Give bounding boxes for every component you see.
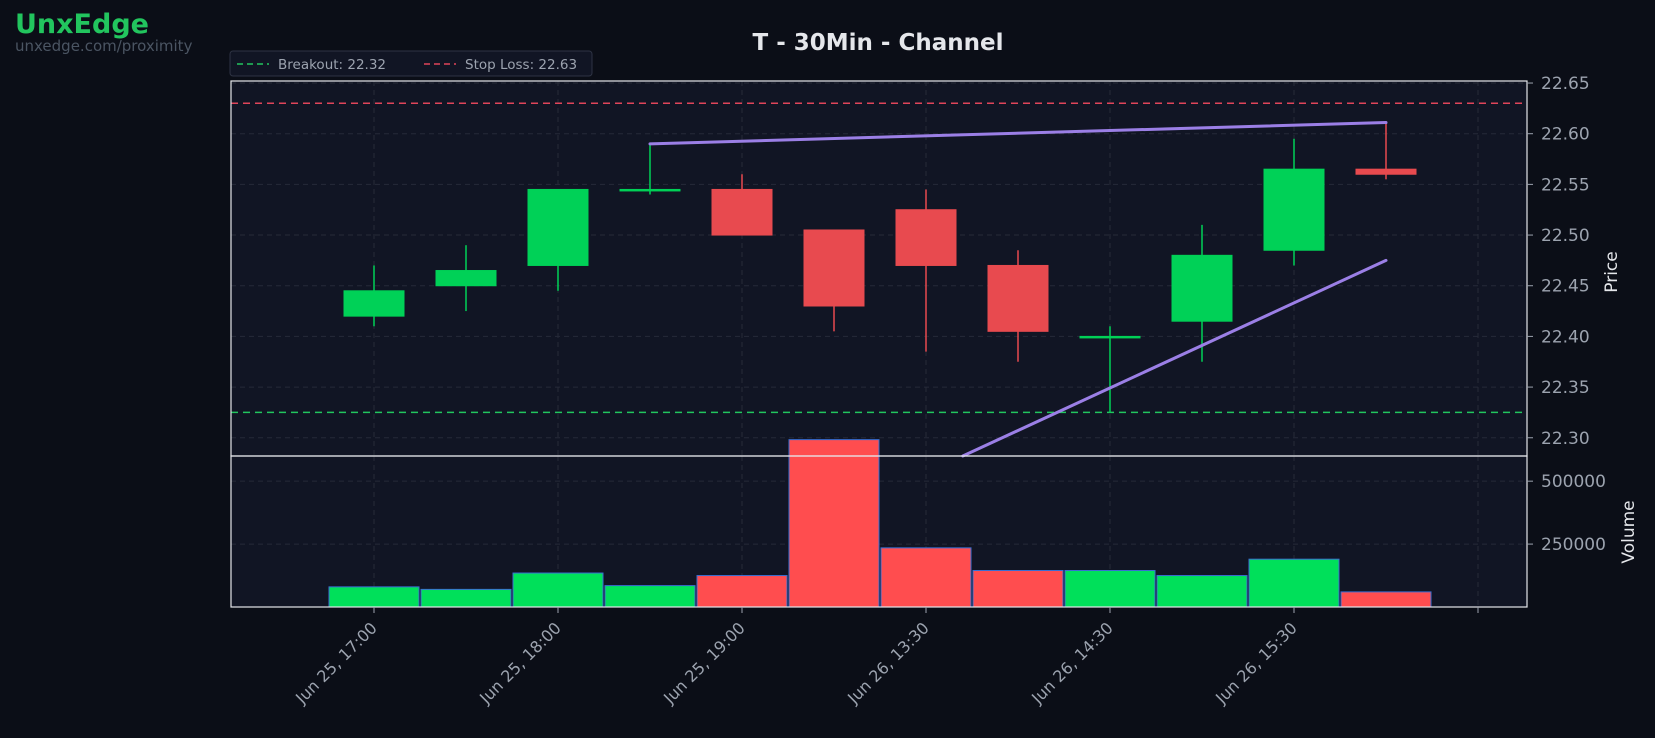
x-tick-label: Jun 25, 19:00 bbox=[659, 618, 749, 708]
time-axis: Jun 25, 17:00 Jun 25, 18:00 Jun 25, 19:00 J… bbox=[291, 607, 1479, 708]
volume-panel-frame bbox=[230, 455, 1528, 608]
volume-bar bbox=[512, 572, 604, 608]
volume-bar bbox=[880, 547, 972, 608]
y-tick-label: 22.60 bbox=[1541, 125, 1590, 145]
x-tick-label: Jun 26, 14:30 bbox=[1027, 618, 1117, 708]
price-axis-label: Price bbox=[1602, 251, 1622, 292]
candle-body bbox=[895, 209, 957, 266]
candle-body bbox=[1079, 335, 1141, 339]
y-tick-label: 22.45 bbox=[1541, 277, 1590, 297]
legend-breakout-label: Breakout: 22.32 bbox=[278, 57, 386, 73]
brand: UnxEdge bbox=[15, 10, 149, 40]
volume-tick-label: 250000 bbox=[1541, 535, 1606, 555]
candle-body bbox=[619, 188, 681, 192]
x-tick-label: Jun 26, 15:30 bbox=[1211, 618, 1301, 708]
volume-bar bbox=[788, 439, 880, 608]
price-panel bbox=[231, 81, 1527, 456]
y-tick-label: 22.65 bbox=[1541, 74, 1590, 94]
candles bbox=[343, 123, 1417, 413]
volume-bar bbox=[1248, 558, 1340, 608]
candle-body bbox=[803, 229, 865, 307]
y-tick-label: 22.35 bbox=[1541, 378, 1590, 398]
candle-body bbox=[987, 264, 1049, 332]
candle-body bbox=[435, 270, 497, 287]
legend: Breakout: 22.32 Stop Loss: 22.63 bbox=[229, 50, 593, 77]
trendline-lower bbox=[961, 258, 1388, 458]
y-tick-label: 22.40 bbox=[1541, 327, 1590, 347]
x-tick-label: Jun 25, 17:00 bbox=[291, 618, 381, 708]
volume-axis-label: Volume bbox=[1619, 500, 1639, 563]
volume-bar bbox=[604, 585, 696, 608]
volume-bar bbox=[972, 570, 1064, 608]
volume-bar bbox=[1340, 591, 1432, 608]
candle-body bbox=[527, 188, 589, 266]
candle-body bbox=[1263, 168, 1325, 251]
y-tick-label: 22.55 bbox=[1541, 175, 1590, 195]
volume-bar bbox=[420, 588, 512, 608]
legend-box bbox=[229, 50, 593, 77]
candle-body bbox=[711, 188, 773, 236]
trendline-upper bbox=[648, 121, 1388, 146]
legend-stoploss-label: Stop Loss: 22.63 bbox=[465, 57, 577, 73]
volume-bar bbox=[1064, 570, 1156, 608]
price-axis: 22.30 22.35 22.40 22.45 22.50 22.55 22.60 22.65 bbox=[1527, 74, 1590, 449]
chart-title: T - 30Min - Channel bbox=[753, 30, 1004, 56]
x-tick-label: Jun 26, 13:30 bbox=[843, 618, 933, 708]
x-tick-label: Jun 25, 18:00 bbox=[475, 618, 565, 708]
levels bbox=[231, 102, 1527, 414]
brand-name: UnxEdge bbox=[15, 9, 149, 40]
volume-tick-label: 500000 bbox=[1541, 472, 1606, 492]
candle-body bbox=[343, 290, 405, 317]
candle-body bbox=[1171, 254, 1233, 322]
y-tick-label: 22.30 bbox=[1541, 429, 1590, 449]
volume-axis: 250000 500000 bbox=[1527, 472, 1606, 555]
volume-bar bbox=[696, 575, 788, 608]
volume-bar bbox=[1156, 575, 1248, 608]
candle-body bbox=[1355, 168, 1417, 175]
y-tick-label: 22.50 bbox=[1541, 226, 1590, 246]
volume-bars bbox=[328, 439, 1432, 608]
volume-bar bbox=[328, 586, 420, 608]
brand-url: unxedge.com/proximity bbox=[15, 37, 193, 55]
trendlines bbox=[648, 121, 1388, 458]
